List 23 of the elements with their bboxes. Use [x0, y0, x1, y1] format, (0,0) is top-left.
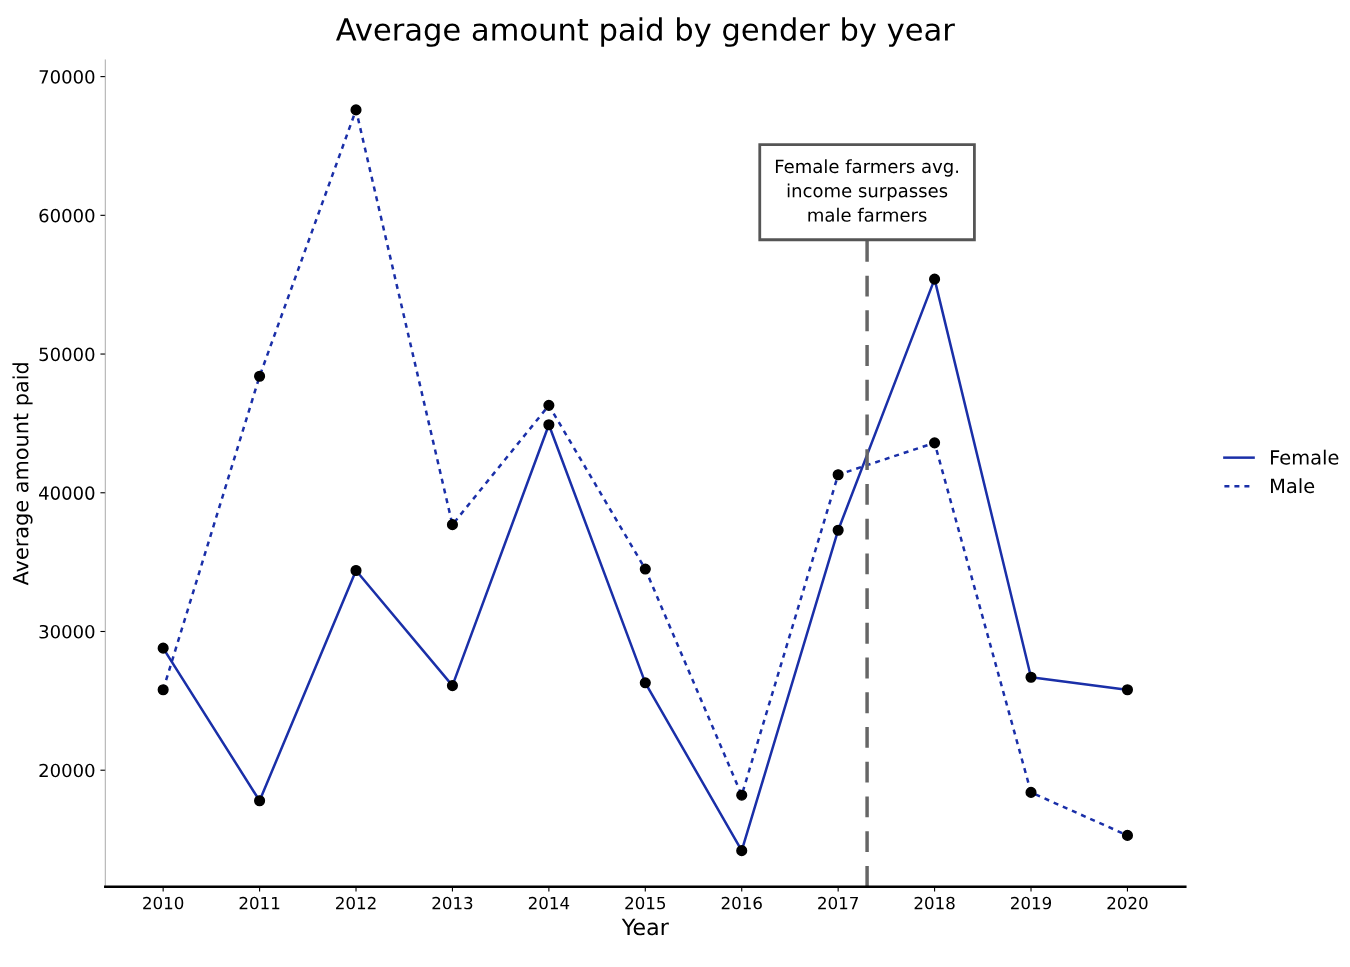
y-tick-label: 20000 — [39, 763, 95, 778]
y-tick-label: 30000 — [39, 624, 95, 639]
x-tick-label: 2013 — [432, 896, 473, 910]
ref-line-label: Female farmers avg. income surpasses male farmers — [775, 159, 959, 222]
x-tick-label: 2010 — [143, 896, 184, 910]
x-tick-label: 2012 — [336, 896, 376, 910]
x-axis-title: Year — [621, 918, 669, 936]
x-tick-label: 2016 — [721, 896, 762, 910]
y-tick-label: 60000 — [39, 208, 95, 223]
chart-title: Average amount paid by gender by year — [335, 17, 955, 47]
x-tick-label: 2019 — [1011, 896, 1052, 910]
x-tick-label: 2011 — [239, 896, 280, 910]
y-tick-label: 40000 — [39, 486, 95, 500]
x-tick-label: 2015 — [625, 896, 666, 910]
x-tick-label: 2014 — [528, 896, 570, 910]
x-tick-label: 2017 — [818, 896, 858, 910]
legend-label: Female — [1271, 449, 1339, 465]
y-tick-label: 70000 — [39, 70, 95, 84]
x-tick-label: 2020 — [1107, 896, 1148, 910]
x-tick-label: 2018 — [914, 896, 955, 910]
y-axis-title: Average amount paid — [12, 363, 33, 586]
legend-label: Male — [1271, 478, 1315, 494]
y-tick-label: 50000 — [39, 347, 95, 362]
